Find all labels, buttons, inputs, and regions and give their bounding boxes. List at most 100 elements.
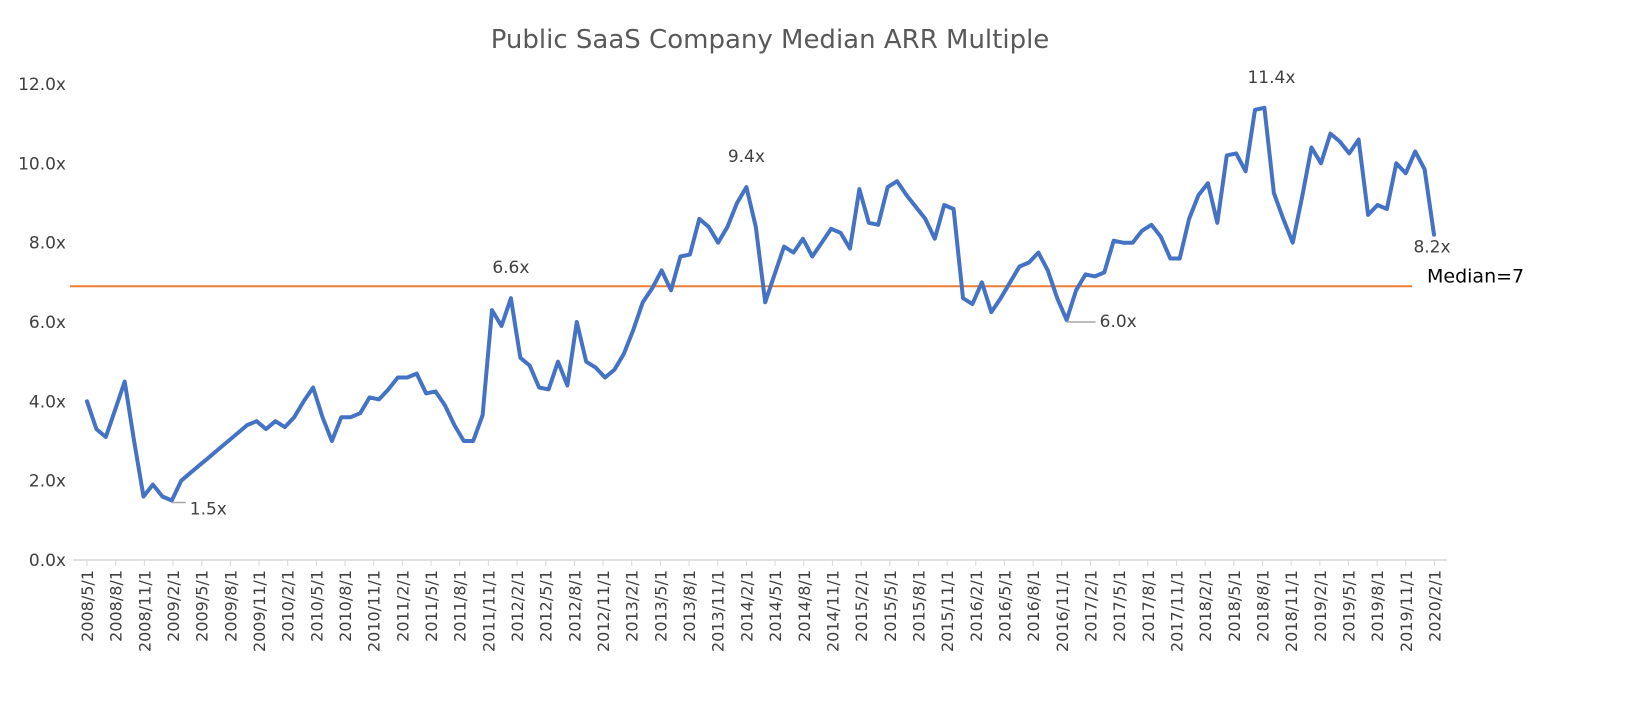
data-point — [980, 280, 984, 284]
data-point — [1093, 274, 1097, 278]
x-tick-label: 2008/11/1 — [135, 570, 154, 652]
data-point — [848, 247, 852, 251]
data-point — [556, 360, 560, 364]
data-point — [490, 308, 494, 312]
x-tick-label: 2013/8/1 — [680, 570, 699, 642]
data-point — [1291, 241, 1295, 245]
data-point — [1357, 138, 1361, 142]
annotation-label: 8.2x — [1413, 238, 1450, 258]
data-point — [886, 185, 890, 189]
x-tick-label: 2018/2/1 — [1196, 570, 1215, 642]
data-point — [368, 395, 372, 399]
data-point — [914, 205, 918, 209]
x-tick-label: 2014/5/1 — [766, 570, 785, 642]
data-point — [255, 419, 259, 423]
x-tick-label: 2016/8/1 — [1024, 570, 1043, 642]
y-tick-label: 10.0x — [18, 154, 66, 174]
data-point — [650, 286, 654, 290]
data-point — [594, 366, 598, 370]
data-point — [1262, 106, 1266, 110]
x-tick-label: 2009/8/1 — [221, 570, 240, 642]
data-point — [443, 403, 447, 407]
x-tick-label: 2015/5/1 — [881, 570, 900, 642]
data-point — [339, 415, 343, 419]
data-point — [179, 479, 183, 483]
data-point — [1319, 161, 1323, 165]
data-point — [857, 187, 861, 191]
data-point — [132, 439, 136, 443]
data-point — [1423, 167, 1427, 171]
data-point — [641, 300, 645, 304]
x-tick-label: 2011/2/1 — [393, 570, 412, 642]
data-point — [462, 439, 466, 443]
median-layer: Median=7 — [70, 265, 1524, 288]
data-point — [434, 389, 438, 393]
x-tick-label: 2014/8/1 — [795, 570, 814, 642]
data-point — [104, 435, 108, 439]
data-point — [283, 425, 287, 429]
y-tick-label: 0.0x — [29, 551, 66, 571]
x-tick-label: 2015/11/1 — [938, 570, 957, 652]
data-point — [1272, 191, 1276, 195]
axis-layer: 0.0x 2.0x 4.0x 6.0x 8.0x 10.0x 12.0x 2008/5/1 20… — [18, 75, 1447, 652]
annotation-layer: 1.5x 6.6x 9.4x 6.0x 11.4x 8.2x — [171, 68, 1451, 520]
data-point — [989, 310, 993, 314]
series-layer — [85, 105, 1436, 503]
data-point — [923, 217, 927, 221]
x-tick-label: 2018/11/1 — [1282, 570, 1301, 652]
data-point — [773, 272, 777, 276]
data-point — [867, 221, 871, 225]
data-point — [217, 447, 221, 451]
x-tick-label: 2014/2/1 — [737, 570, 756, 642]
data-point — [415, 372, 419, 376]
data-point — [160, 495, 164, 499]
data-point — [660, 268, 664, 272]
series-line — [85, 105, 1436, 503]
data-point — [876, 223, 880, 227]
x-tick-label: 2012/11/1 — [594, 570, 613, 652]
data-point — [1394, 161, 1398, 165]
x-tick-label: 2010/8/1 — [336, 570, 355, 642]
data-point — [1225, 153, 1229, 157]
data-point — [970, 302, 974, 306]
x-tick-label: 2011/11/1 — [479, 570, 498, 652]
data-point — [292, 415, 296, 419]
data-point — [1102, 270, 1106, 274]
data-point — [1281, 217, 1285, 221]
data-point — [1244, 169, 1248, 173]
data-point — [933, 237, 937, 241]
data-point — [1159, 235, 1163, 239]
data-point — [1432, 233, 1436, 237]
data-point — [678, 255, 682, 259]
data-point — [208, 455, 212, 459]
data-point — [1215, 221, 1219, 225]
data-point — [1168, 257, 1172, 261]
data-point — [603, 376, 607, 380]
data-point — [236, 431, 240, 435]
data-point — [688, 253, 692, 257]
data-point — [1253, 108, 1257, 112]
data-point — [509, 296, 513, 300]
data-point — [424, 391, 428, 395]
data-point — [85, 399, 89, 403]
x-tick-label: 2015/8/1 — [909, 570, 928, 642]
data-point — [697, 217, 701, 221]
data-point — [1206, 181, 1210, 185]
y-tick-label: 4.0x — [29, 392, 66, 412]
data-point — [942, 203, 946, 207]
data-point — [575, 320, 579, 324]
data-point — [537, 386, 541, 390]
x-tick-label: 2010/5/1 — [307, 570, 326, 642]
data-point — [226, 439, 230, 443]
data-point — [94, 427, 98, 431]
x-tick-label: 2009/2/1 — [164, 570, 183, 642]
data-point — [782, 245, 786, 249]
annotation-label: 6.0x — [1100, 312, 1137, 332]
data-point — [1074, 288, 1078, 292]
data-point — [735, 201, 739, 205]
data-point — [1131, 241, 1135, 245]
x-tick-label: 2015/2/1 — [852, 570, 871, 642]
data-point — [500, 324, 504, 328]
y-tick-label: 8.0x — [29, 234, 66, 254]
